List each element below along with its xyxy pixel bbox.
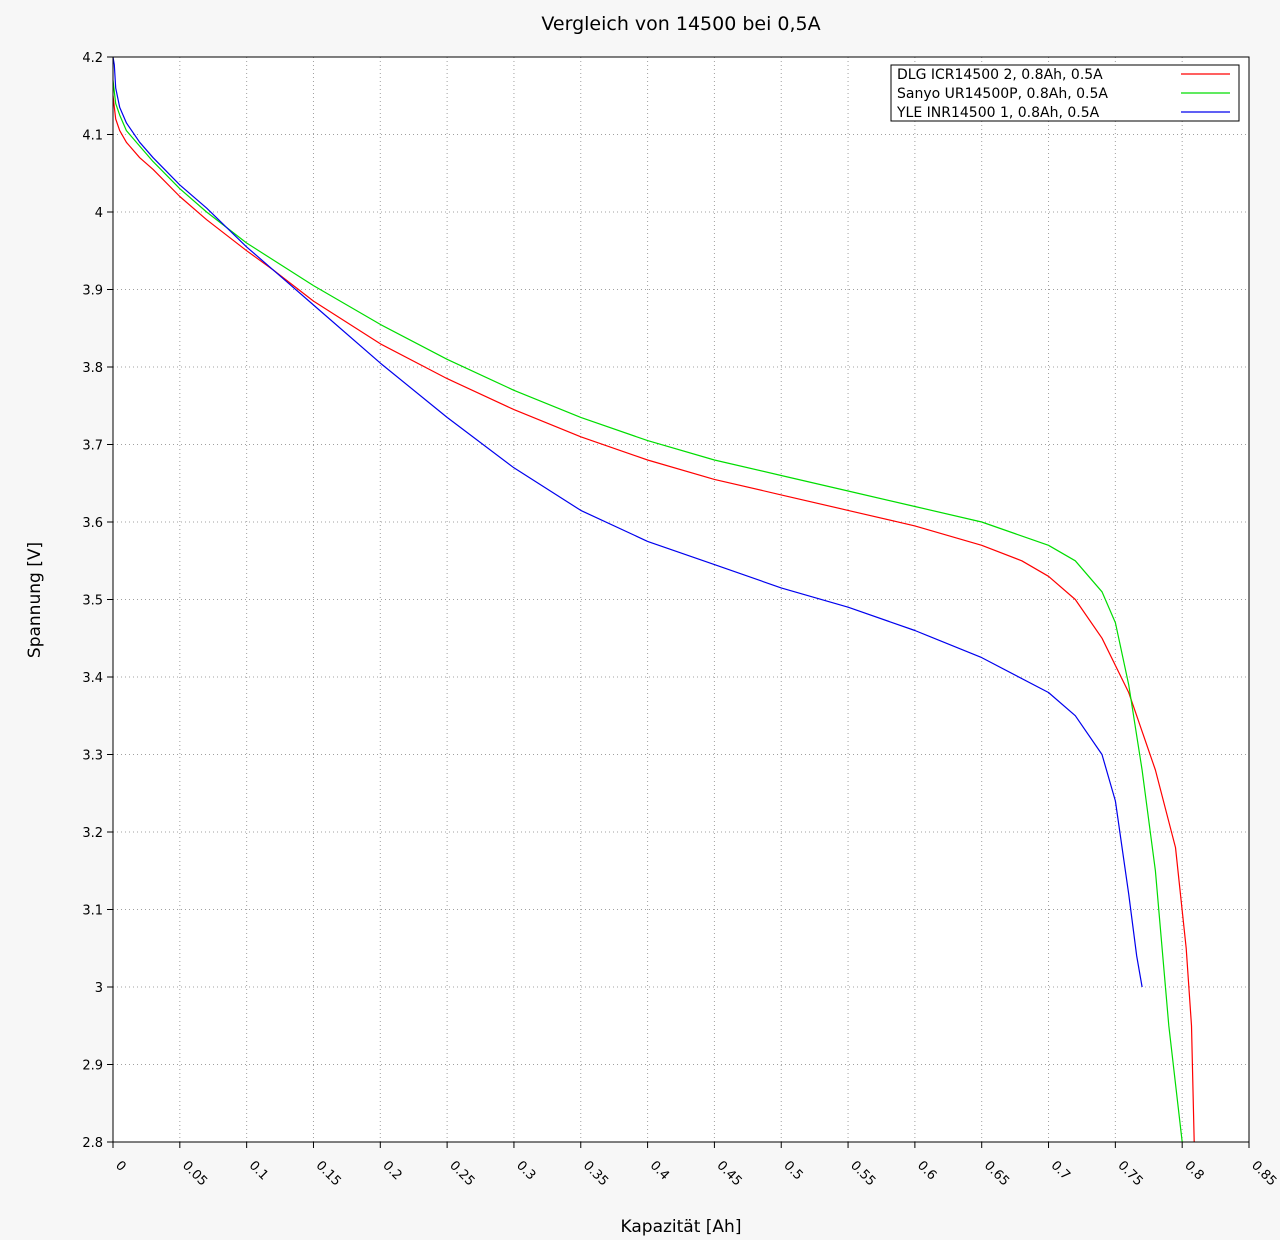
y-tick-label: 4.2 — [82, 51, 103, 66]
x-tick-label: 0.15 — [313, 1158, 344, 1189]
y-tick-label: 3.4 — [82, 671, 103, 686]
x-tick-label: 0.85 — [1248, 1158, 1279, 1189]
y-tick-label: 3.8 — [82, 361, 103, 376]
y-tick-label: 3.9 — [82, 284, 103, 299]
series-line-1 — [112, 95, 1195, 1143]
legend: DLG ICR14500 2, 0.8Ah, 0.5A Sanyo UR14500… — [890, 64, 1240, 122]
y-tick-label: 3.1 — [82, 904, 103, 919]
legend-entry-1: DLG ICR14500 2, 0.8Ah, 0.5A — [897, 67, 1103, 83]
x-tick-label: 0.55 — [847, 1158, 878, 1189]
y-tick-label: 3.2 — [82, 826, 103, 841]
x-tick-label: 0.75 — [1115, 1158, 1146, 1189]
legend-entry-2: Sanyo UR14500P, 0.8Ah, 0.5A — [897, 86, 1108, 102]
x-tick-label: 0.1 — [246, 1158, 271, 1183]
x-tick-label: 0.2 — [379, 1158, 404, 1183]
y-tick-label: 3.7 — [82, 439, 103, 454]
x-tick-label: 0.65 — [981, 1158, 1012, 1189]
chart-title: Vergleich von 14500 bei 0,5A — [541, 13, 820, 35]
y-tick-label: 3.6 — [82, 516, 103, 531]
y-tick-label: 3.5 — [82, 594, 103, 609]
y-tick-label: 4 — [95, 206, 103, 221]
x-tick-label: 0.45 — [714, 1158, 745, 1189]
series-line-2 — [112, 80, 1183, 1143]
grid — [113, 57, 1249, 1142]
y-tick-label: 2.8 — [82, 1136, 103, 1151]
y-tick-label: 2.9 — [82, 1059, 103, 1074]
x-tick-label: 0.7 — [1048, 1158, 1073, 1183]
y-axis-label: Spannung [V] — [25, 542, 45, 658]
x-tick-label: 0 — [112, 1158, 128, 1174]
y-tick-label: 4.1 — [82, 129, 103, 144]
series-line-3 — [112, 56, 1143, 988]
x-tick-label: 0.6 — [914, 1158, 939, 1183]
y-tick-label: 3.3 — [82, 749, 103, 764]
legend-entry-3: YLE INR14500 1, 0.8Ah, 0.5A — [896, 105, 1100, 121]
y-tick-label: 3 — [95, 981, 103, 996]
x-tick-label: 0.3 — [513, 1158, 538, 1183]
x-tick-label: 0.5 — [780, 1158, 805, 1183]
x-tick-label: 0.35 — [580, 1158, 611, 1189]
x-tick-label: 0.8 — [1181, 1158, 1206, 1183]
x-axis-label: Kapazität [Ah] — [621, 1217, 742, 1237]
x-tick-label: 0.05 — [179, 1158, 210, 1189]
series-layer — [112, 56, 1195, 1143]
x-tick-label: 0.4 — [647, 1158, 672, 1183]
x-tick-label: 0.25 — [446, 1158, 477, 1189]
